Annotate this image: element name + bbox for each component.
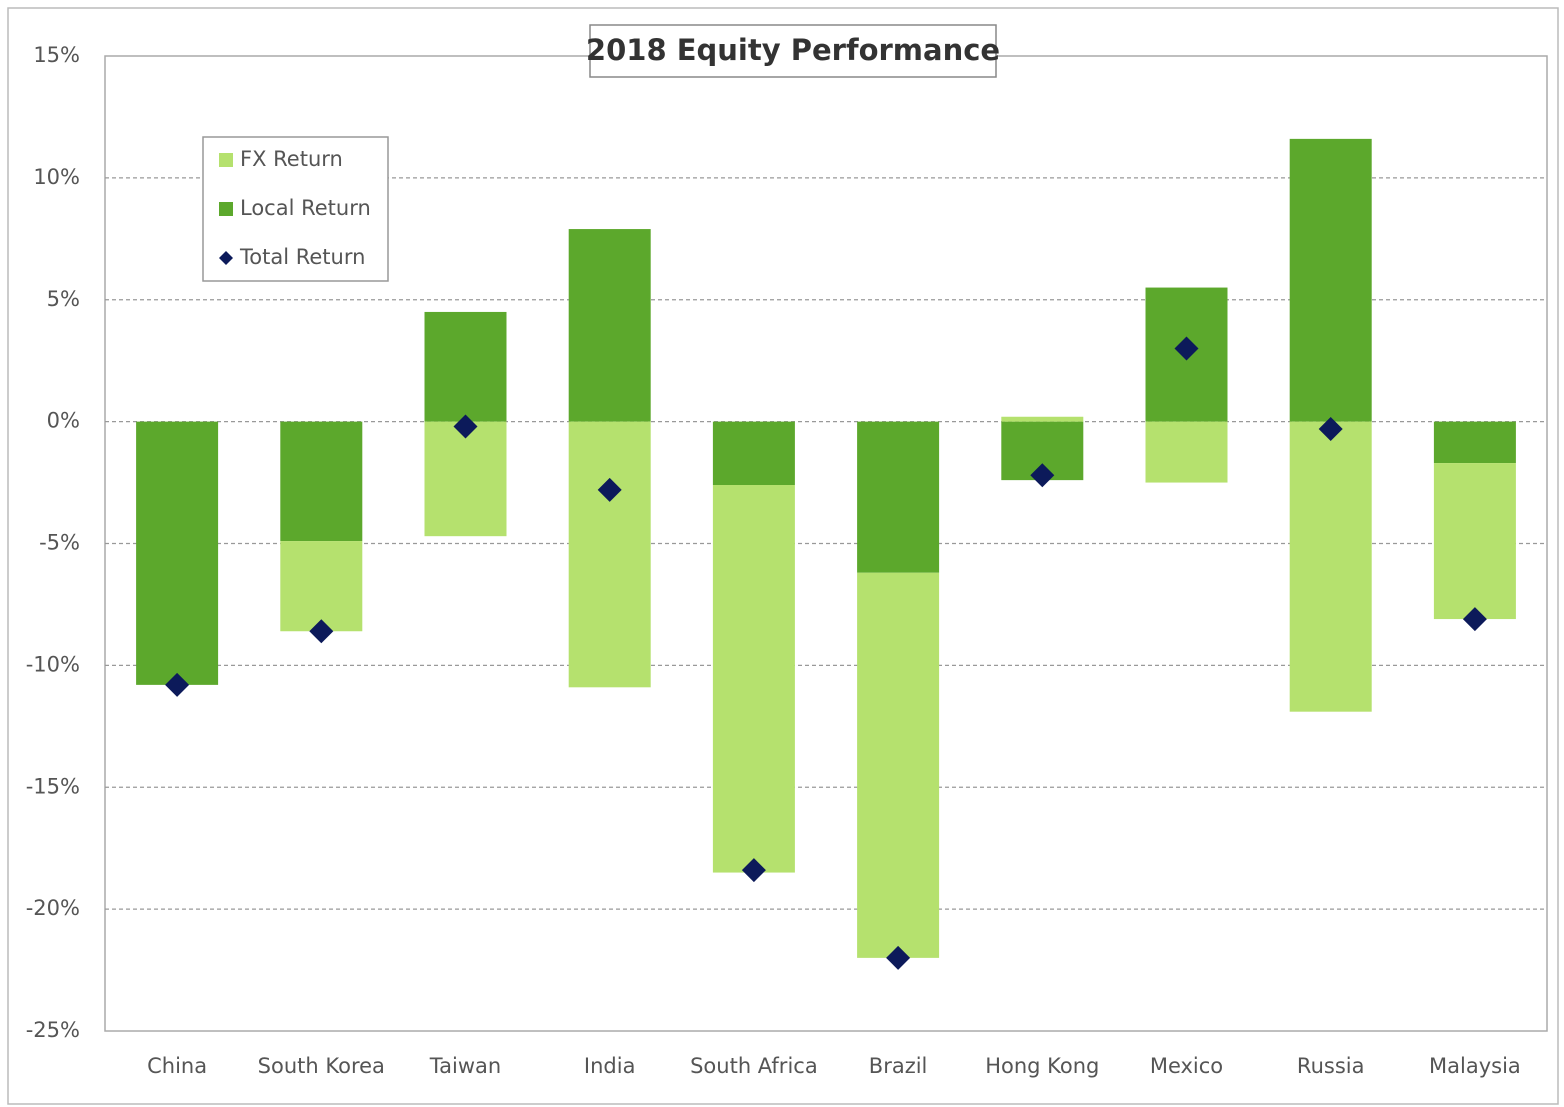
x-tick-label: Brazil: [869, 1054, 928, 1078]
x-tick-label: Russia: [1297, 1054, 1365, 1078]
bar-segment: [712, 485, 795, 873]
x-tick-label: Taiwan: [429, 1054, 501, 1078]
legend-swatch: [219, 153, 233, 167]
bar-segment: [1289, 421, 1372, 712]
bar-segment: [280, 541, 363, 632]
total-marker: [1030, 463, 1055, 488]
legend-swatch: [219, 251, 233, 265]
y-tick-label: -25%: [26, 1018, 80, 1042]
legend-label: FX Return: [240, 147, 343, 171]
legend-label: Total Return: [239, 245, 365, 269]
total-marker: [453, 414, 478, 439]
total-marker: [886, 945, 911, 970]
bar-segment: [1433, 463, 1516, 620]
y-tick-label: 0%: [47, 409, 80, 433]
bar-segment: [424, 311, 507, 422]
total-marker: [1174, 336, 1199, 361]
y-tick-label: -15%: [26, 774, 80, 798]
bar-segment: [280, 421, 363, 542]
y-tick-label: -10%: [26, 652, 80, 676]
bar-segment: [1001, 416, 1084, 422]
bar-segment: [424, 421, 507, 537]
x-tick-label: China: [147, 1054, 207, 1078]
x-tick-label: Hong Kong: [985, 1054, 1099, 1078]
legend-swatch: [219, 202, 233, 216]
x-tick-label: South Africa: [690, 1054, 818, 1078]
x-tick-label: South Korea: [258, 1054, 385, 1078]
bar-segment: [712, 421, 795, 485]
total-marker: [165, 672, 190, 697]
bar-segment: [857, 572, 940, 958]
total-marker: [1462, 607, 1487, 632]
total-marker: [1318, 416, 1343, 441]
y-tick-label: 15%: [33, 43, 80, 67]
bar-segment: [136, 421, 219, 685]
bar-segment: [568, 421, 651, 688]
y-tick-label: -5%: [39, 531, 80, 555]
chart-title: 2018 Equity Performance: [586, 33, 1000, 67]
x-tick-label: Malaysia: [1429, 1054, 1521, 1078]
x-tick-label: India: [584, 1054, 636, 1078]
title-box: [589, 24, 997, 78]
y-tick-label: 10%: [33, 165, 80, 189]
y-tick-label: 5%: [47, 287, 80, 311]
bar-segment: [1145, 421, 1228, 483]
legend-box: [202, 136, 389, 282]
legend-label: Local Return: [240, 196, 371, 220]
x-tick-label: Mexico: [1150, 1054, 1223, 1078]
y-tick-label: -20%: [26, 896, 80, 920]
bar-segment: [1433, 421, 1516, 464]
bar-segment: [1289, 138, 1372, 422]
total-marker: [741, 858, 766, 883]
total-marker: [597, 477, 622, 502]
total-marker: [309, 619, 334, 644]
bar-segment: [857, 421, 940, 573]
bar-segment: [568, 229, 651, 422]
